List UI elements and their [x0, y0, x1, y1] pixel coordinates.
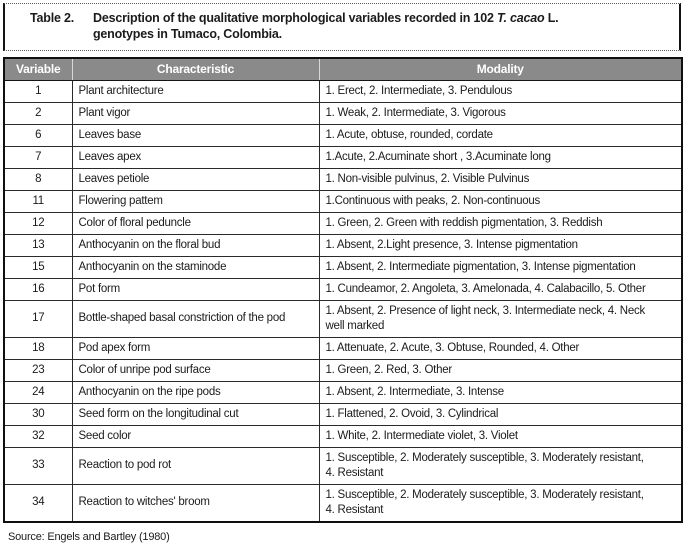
table-row: 12 Color of floral peduncle 1. Green, 2. G… [3, 211, 683, 235]
variable-cell: 17 [3, 299, 73, 338]
modality-cell: 1. Absent, 2. Intermediate pigmentation,… [318, 255, 683, 279]
characteristic-cell: Leaves base [71, 123, 320, 147]
table-row: 18 Pod apex form 1. Attenuate, 2. Acute, 3… [3, 336, 683, 360]
modality-cell: 1. Green, 2. Green with reddish pigmenta… [318, 211, 683, 235]
characteristic-cell: Seed form on the longitudinal cut [71, 402, 320, 426]
variable-cell: 16 [3, 277, 73, 301]
table-row: 8 Leaves petiole 1. Non-visible pulvinus, … [3, 167, 683, 191]
table-row: 23 Color of unripe pod surface 1. Green, 2… [3, 358, 683, 382]
variable-cell: 2 [3, 101, 73, 125]
variable-cell: 24 [3, 380, 73, 404]
variable-cell: 30 [3, 402, 73, 426]
table-header-row: Variable Characteristic Modality [4, 58, 682, 81]
caption-text-2: L. [544, 11, 559, 25]
table-row: 7 Leaves apex 1.Acute, 2.Acuminate short ,… [3, 145, 683, 169]
characteristic-cell: Pot form [71, 277, 320, 301]
col-header-characteristic: Characteristic [71, 58, 319, 81]
modality-cell: 1.Continuous with peaks, 2. Non-continuo… [318, 189, 683, 213]
variable-cell: 33 [3, 446, 73, 485]
characteristic-cell: Plant architecture [71, 79, 320, 103]
variable-cell: 15 [3, 255, 73, 279]
variable-cell: 32 [3, 424, 73, 448]
modality-cell: 1. Absent, 2. Presence of light neck, 3.… [318, 299, 683, 338]
characteristic-cell: Leaves apex [71, 145, 320, 169]
modality-cell: 1. Acute, obtuse, rounded, cordate [318, 123, 683, 147]
variable-cell: 12 [3, 211, 73, 235]
table-row: 1 Plant architecture 1. Erect, 2. Intermed… [3, 79, 683, 103]
modality-cell: 1. Erect, 2. Intermediate, 3. Pendulous [318, 79, 683, 103]
characteristic-cell: Color of floral peduncle [71, 211, 320, 235]
table-row: 13 Anthocyanin on the floral bud 1. Absent… [3, 233, 683, 257]
table-row: 2 Plant vigor 1. Weak, 2. Intermediate, 3.… [3, 101, 683, 125]
modality-cell: 1. Flattened, 2. Ovoid, 3. Cylindrical [318, 402, 683, 426]
characteristic-cell: Bottle-shaped basal constriction of the … [71, 299, 320, 338]
variable-cell: 23 [3, 358, 73, 382]
table-row: 6 Leaves base 1. Acute, obtuse, rounded, c… [3, 123, 683, 147]
modality-cell: 1. Weak, 2. Intermediate, 3. Vigorous [318, 101, 683, 125]
table-label: Table 2. [30, 11, 75, 25]
table-body: 1 Plant architecture 1. Erect, 2. Intermed… [3, 79, 683, 522]
characteristic-cell: Flowering pattem [71, 189, 320, 213]
variable-cell: 34 [3, 483, 73, 522]
table-row: 24 Anthocyanin on the ripe pods 1. Absent,… [3, 380, 683, 404]
caption-line-2: genotypes in Tumaco, Colombia. [93, 26, 282, 41]
characteristic-cell: Reaction to witches' broom [71, 483, 320, 522]
modality-cell: 1. White, 2. Intermediate violet, 3. Vio… [318, 424, 683, 448]
modality-cell: 1. Attenuate, 2. Acute, 3. Obtuse, Round… [318, 336, 683, 360]
source-note: Source: Engels and Bartley (1980) [8, 530, 170, 543]
variable-cell: 18 [3, 336, 73, 360]
table-row: 17 Bottle-shaped basal constriction of th… [3, 299, 683, 338]
variable-cell: 6 [3, 123, 73, 147]
table-row: 33 Reaction to pod rot 1. Susceptible, 2. … [3, 446, 683, 485]
characteristic-cell: Leaves petiole [71, 167, 320, 191]
table-row: 16 Pot form 1. Cundeamor, 2. Angoleta, 3. … [3, 277, 683, 301]
characteristic-cell: Pod apex form [71, 336, 320, 360]
table-row: 32 Seed color 1. White, 2. Intermediate vi… [3, 424, 683, 448]
characteristic-cell: Anthocyanin on the staminode [71, 255, 320, 279]
modality-cell: 1. Cundeamor, 2. Angoleta, 3. Amelonada,… [318, 277, 683, 301]
modality-cell: 1. Susceptible, 2. Moderately susceptibl… [318, 483, 683, 522]
table-row: 15 Anthocyanin on the staminode 1. Absent,… [3, 255, 683, 279]
modality-cell: 1. Green, 2. Red, 3. Other [318, 358, 683, 382]
table-row: 34 Reaction to witches' broom 1. Susceptib… [3, 483, 683, 522]
modality-cell: 1. Absent, 2. Intermediate, 3. Intense [318, 380, 683, 404]
col-header-modality: Modality [318, 58, 682, 81]
characteristic-cell: Seed color [71, 424, 320, 448]
caption-species-name: T. cacao [496, 11, 545, 25]
characteristic-cell: Anthocyanin on the floral bud [71, 233, 320, 257]
table-row: 30 Seed form on the longitudinal cut 1. Fl… [3, 402, 683, 426]
variable-cell: 7 [3, 145, 73, 169]
table-caption-box: Table 2. Description of the qualitative … [3, 3, 681, 51]
table-caption: Description of the qualitative morpholog… [93, 11, 559, 42]
modality-cell: 1. Absent, 2.Light presence, 3. Intense … [318, 233, 683, 257]
col-header-variable: Variable [4, 58, 72, 81]
characteristic-cell: Plant vigor [71, 101, 320, 125]
characteristic-cell: Reaction to pod rot [71, 446, 320, 485]
characteristic-cell: Anthocyanin on the ripe pods [71, 380, 320, 404]
variable-cell: 1 [3, 79, 73, 103]
modality-cell: 1. Non-visible pulvinus, 2. Visible Pulv… [318, 167, 683, 191]
variable-cell: 8 [3, 167, 73, 191]
variable-cell: 13 [3, 233, 73, 257]
characteristic-cell: Color of unripe pod surface [71, 358, 320, 382]
table-row: 11 Flowering pattem 1.Continuous with peak… [3, 189, 683, 213]
modality-cell: 1.Acute, 2.Acuminate short , 3.Acuminate… [318, 145, 683, 169]
caption-text-1: Description of the qualitative morpholog… [93, 11, 497, 25]
table-header: Variable Characteristic Modality [4, 58, 682, 81]
variable-cell: 11 [3, 189, 73, 213]
modality-cell: 1. Susceptible, 2. Moderately susceptibl… [318, 446, 683, 485]
morphological-variables-table: Variable Characteristic Modality 1 Plant … [3, 57, 683, 523]
